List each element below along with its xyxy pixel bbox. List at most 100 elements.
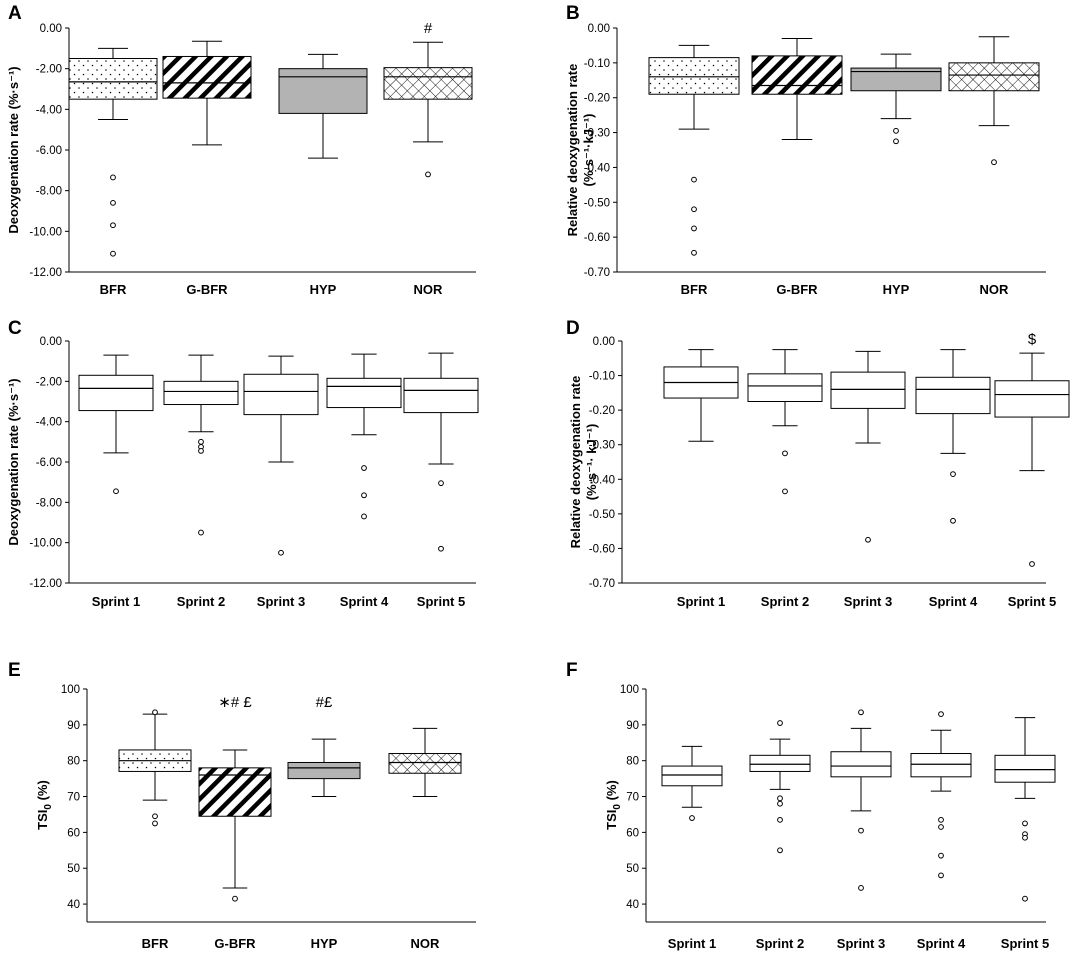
outlier-point [232,895,238,902]
outlier-point [691,249,697,256]
panel-letter: F [566,660,578,681]
outlier-point [110,174,116,181]
x-category-label: NOR [414,282,444,297]
outlier-point [777,800,783,807]
y-tick-label: -0.70 [584,267,610,279]
iqr-box [910,753,972,778]
box-sprint-3 [830,709,892,891]
outlier-point [938,824,944,830]
outlier-point [938,872,944,879]
panel-e: E 100 90 80 70 60 50 40 TSI0 (%) BFR G-BFR HYP NOR ∗#… [8,660,476,951]
outlier-point [110,250,116,257]
x-category-label: Sprint 5 [1001,936,1049,951]
x-category-label: HYP [883,282,910,297]
y-axis-title: Relative deoxygenation rate(%·s⁻¹·kJ⁻¹) [565,64,596,237]
outlier-point [893,138,899,145]
y-axis-title: TSI0 (%) [604,780,623,830]
y-tick-label: -4.00 [36,417,62,429]
outlier-point [782,488,788,495]
x-category-label: G-BFR [776,282,818,297]
box-nor [388,727,462,798]
y-tick-label: -8.00 [36,497,62,509]
y-tick-label: 40 [626,899,639,911]
y-axis-title-subscript: 0 [43,804,54,810]
box-sprint-2 [749,720,811,854]
y-tick-label: -12.00 [29,578,62,590]
y-axis-title: Deoxygenation rate (%·s⁻¹) [6,378,21,545]
box-sprint-3 [243,355,319,556]
significance-annotation: ∗# £ [218,694,252,711]
outlier-point [777,816,783,823]
panel-c: C 0.00 -2.00 -4.00 -6.00 -8.00 -10.00 -12.00 Deo… [6,318,479,609]
y-tick-label: -0.60 [584,232,610,244]
outlier-point [691,225,697,232]
box-sprint-1 [661,745,723,821]
iqr-box [994,754,1056,783]
y-tick-label: 60 [67,827,80,839]
y-tick-label: -0.10 [589,371,615,383]
outlier-point [361,492,367,499]
iqr-box [749,754,811,772]
iqr-box [278,68,368,114]
box-bfr [648,44,740,256]
iqr-box [948,62,1040,92]
x-category-label: Sprint 4 [929,594,978,609]
outlier-point [691,176,697,183]
x-category-label: BFR [100,282,127,297]
y-tick-label: -0.50 [584,197,610,209]
iqr-box [78,374,154,412]
outlier-point [858,885,864,891]
x-category-label: Sprint 3 [837,936,885,951]
box-sprint-5 [403,352,479,552]
iqr-box [915,376,991,415]
outlier-point [438,480,444,487]
y-tick-label: 100 [61,684,80,696]
outlier-point [361,513,367,520]
y-axis-title: Deoxygenation rate (%·s⁻¹) [6,66,21,233]
iqr-box [830,371,906,409]
y-axis-title: Relative deoxygenation rate(%·s⁻¹· kJ⁻¹) [568,376,599,549]
outlier-point [152,813,158,820]
iqr-box [68,58,158,100]
outlier-point [361,465,367,471]
y-tick-label: 90 [626,720,639,732]
y-tick-label: -0.40 [589,474,615,486]
x-category-label: HYP [311,936,338,951]
outlier-point [198,438,204,445]
box-sprint-2 [163,354,239,536]
iqr-box [326,377,402,409]
x-category-label: Sprint 3 [257,594,305,609]
outlier-point [110,222,116,229]
outlier-point [691,206,697,213]
panel-letter: C [8,318,22,339]
outlier-point [152,709,158,716]
outlier-point [152,820,158,827]
y-tick-label: -10.00 [29,226,62,238]
box-hyp [287,738,361,798]
box-sprint-4 [910,711,972,879]
x-category-label: HYP [310,282,337,297]
y-axis-title-main: TSI [604,810,619,830]
box-sprint-5 [994,352,1070,567]
panel-letter: A [8,3,22,24]
outlier-point [858,827,864,834]
significance-annotation: $ [1028,331,1037,348]
y-tick-label: -0.70 [589,578,615,590]
outlier-point [858,709,864,716]
outlier-point [950,517,956,524]
iqr-box [403,377,479,414]
iqr-box [850,67,942,92]
iqr-box [648,57,740,95]
y-tick-label: -10.00 [29,538,62,550]
iqr-box [661,765,723,787]
outlier-point [1022,895,1028,902]
y-tick-label: -0.60 [589,543,615,555]
outlier-point [938,711,944,717]
x-category-label: Sprint 2 [177,594,225,609]
x-category-label: Sprint 1 [92,594,140,609]
y-tick-label: 100 [620,684,639,696]
panel-a: A 0.00 -2.00 -4.00 -6.00 -8.00 -10.00 -12.00 Deo… [6,3,476,297]
y-tick-label: -12.00 [29,267,62,279]
y-tick-label: -0.10 [584,58,610,70]
outlier-point [950,471,956,478]
